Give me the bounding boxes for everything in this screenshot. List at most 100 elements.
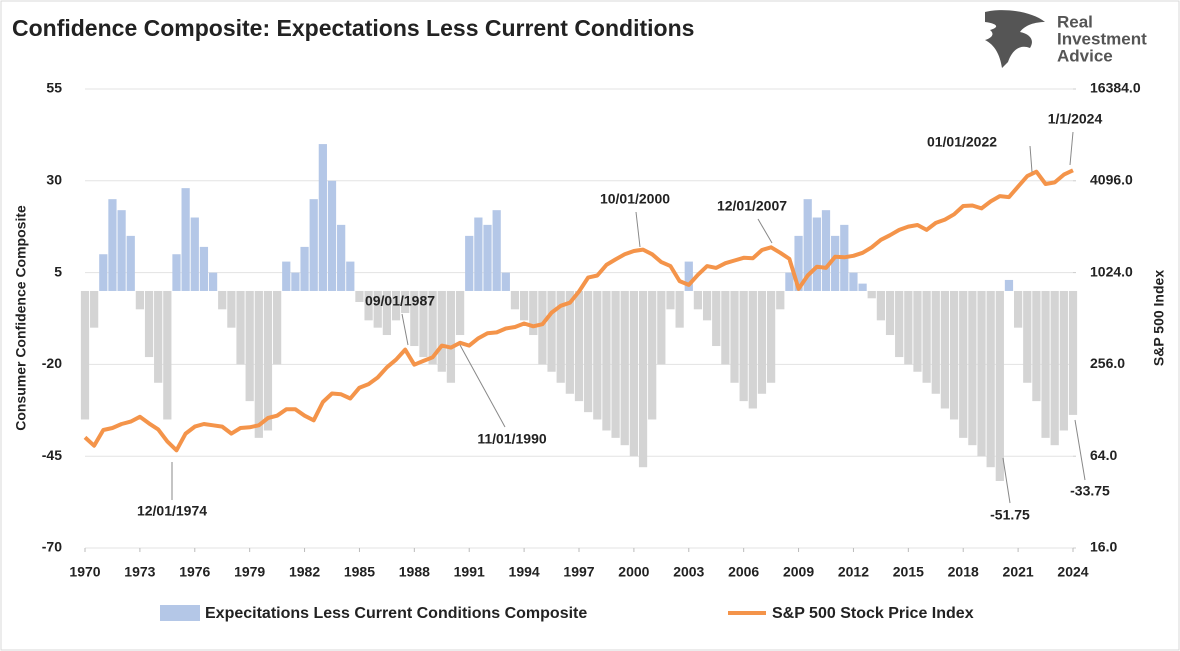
x-tick-label: 2006 <box>728 564 759 580</box>
bar <box>611 290 620 438</box>
bar <box>428 290 437 365</box>
annotation-leader <box>635 211 641 248</box>
bar <box>373 290 382 328</box>
x-tick-label: 1991 <box>454 564 485 580</box>
bar <box>666 290 675 310</box>
bar <box>821 210 831 291</box>
logo-text: Investment <box>1057 29 1147 48</box>
annotation-leader <box>1074 419 1086 481</box>
legend-label: Expecitations Less Current Conditions Co… <box>205 605 587 622</box>
bar <box>986 290 995 468</box>
bar <box>364 290 373 321</box>
bar <box>391 290 401 321</box>
y2-tick-label: 4096.0 <box>1090 172 1133 188</box>
bar <box>684 261 693 291</box>
bar <box>126 235 135 291</box>
annotation-leader <box>1029 145 1033 173</box>
bar <box>574 290 584 402</box>
x-tick-label: 2024 <box>1057 564 1088 580</box>
bar <box>949 290 959 420</box>
bar <box>437 290 446 372</box>
bar <box>766 290 776 383</box>
bar <box>940 290 950 409</box>
line <box>83 168 1074 453</box>
bar <box>90 290 99 328</box>
bar <box>602 290 611 431</box>
bar <box>300 246 309 291</box>
bar <box>309 199 318 291</box>
bar <box>483 224 492 291</box>
bar <box>199 246 209 291</box>
bar <box>190 217 199 291</box>
bar <box>236 290 245 365</box>
annotation-leader <box>1069 131 1074 166</box>
bar <box>885 290 895 336</box>
bar <box>931 290 940 394</box>
x-tick-label: 2012 <box>838 564 869 580</box>
annotation-leader <box>757 218 773 244</box>
bar <box>629 290 639 457</box>
x-tick-label: 1994 <box>509 564 540 580</box>
logo: Real Investment Advice <box>985 10 1147 68</box>
y-tick-label: 30 <box>46 172 62 188</box>
bar <box>455 290 465 336</box>
y-tick-label: -20 <box>42 355 62 371</box>
bar <box>904 290 913 365</box>
bar <box>895 290 904 358</box>
bar <box>337 224 346 291</box>
bar <box>144 290 154 358</box>
y-tick-label: 5 <box>54 263 62 279</box>
x-tick-label: 1982 <box>289 564 320 580</box>
bar <box>1023 290 1032 383</box>
x-tick-label: 1973 <box>124 564 155 580</box>
bar <box>1050 290 1059 446</box>
bar <box>831 235 840 291</box>
bar <box>959 290 968 438</box>
annotation: 12/01/1974 <box>137 503 207 519</box>
y2-tick-label: 256.0 <box>1090 355 1125 371</box>
bar <box>465 235 474 291</box>
bar <box>346 261 355 291</box>
bar <box>492 210 501 291</box>
bar <box>977 290 986 457</box>
bar <box>1013 290 1023 328</box>
bar <box>812 217 821 291</box>
bar <box>446 290 456 383</box>
annotation: 10/01/2000 <box>600 191 670 207</box>
bar <box>401 290 410 313</box>
bar <box>876 290 886 321</box>
bar <box>748 290 757 409</box>
annotation: -51.75 <box>990 507 1030 523</box>
bar <box>254 290 263 438</box>
bar <box>181 188 190 291</box>
bar <box>803 199 812 291</box>
y-axis-label: Consumer Confidence Composite <box>13 205 29 431</box>
x-tick-label: 1970 <box>69 564 100 580</box>
bar <box>218 290 227 310</box>
y-tick-label: -70 <box>42 539 62 555</box>
bar <box>1004 279 1014 291</box>
bar <box>547 290 556 372</box>
bar <box>556 290 565 383</box>
bar <box>291 272 300 291</box>
x-tick-label: 2021 <box>1003 564 1034 580</box>
bar <box>172 254 181 291</box>
bar <box>245 290 254 402</box>
bar <box>419 290 428 358</box>
bar <box>108 199 117 291</box>
bar <box>693 290 703 310</box>
bar <box>702 290 712 321</box>
bar <box>657 290 666 365</box>
x-tick-label: 2018 <box>948 564 979 580</box>
bar <box>757 290 767 394</box>
bar <box>154 290 163 383</box>
bar <box>227 290 236 328</box>
bar <box>968 290 977 446</box>
bar <box>501 272 510 291</box>
chart-title: Confidence Composite: Expectations Less … <box>12 15 694 41</box>
annotation: 12/01/2007 <box>717 198 787 214</box>
logo-eagle <box>985 10 1045 68</box>
bar <box>263 290 273 431</box>
annotation-leader <box>401 313 409 346</box>
